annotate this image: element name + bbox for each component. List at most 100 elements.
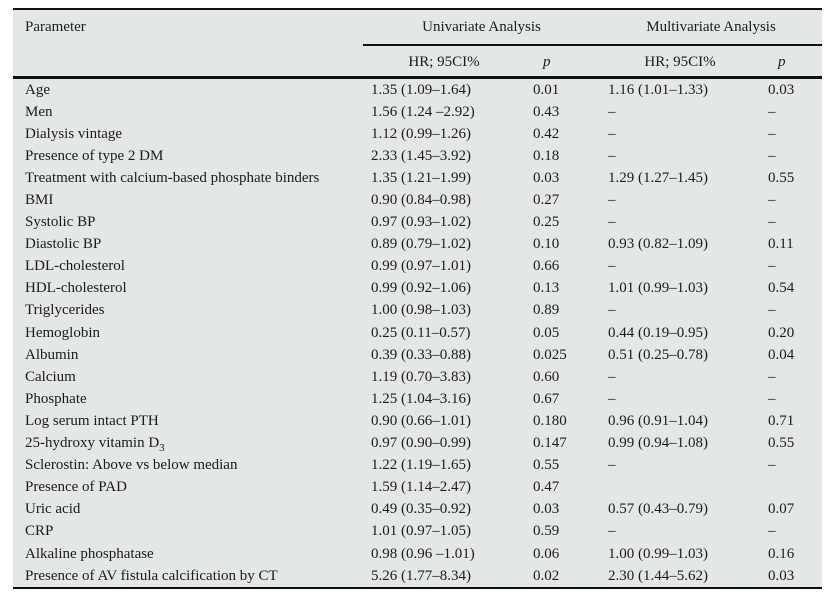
parameter-label: Diastolic BP	[25, 236, 102, 253]
univariate-hr-cell: 0.97 (0.93–1.02)	[371, 214, 471, 231]
multivariate-p-cell: 0.54	[768, 280, 795, 297]
multivariate-p-cell: –	[768, 390, 776, 407]
parameter-cell: Sclerostin: Above vs below median	[13, 455, 363, 477]
table-row: Dialysis vintage 1.12 (0.99–1.26) 0.42 –…	[13, 123, 822, 145]
parameter-cell: CRP	[13, 521, 363, 543]
parameter-label: Sclerostin: Above vs below median	[25, 457, 238, 474]
parameter-label: BMI	[25, 192, 54, 209]
parameter-label: Presence of PAD	[25, 479, 127, 496]
table-row: Albumin 0.39 (0.33–0.88) 0.025 0.51 (0.2…	[13, 344, 822, 366]
multivariate-hr-cell	[600, 477, 760, 499]
table-row: Calcium 1.19 (0.70–3.83) 0.60 – –	[13, 366, 822, 388]
multivariate-hr-cell: –	[608, 147, 616, 164]
cox-regression-table: Parameter Univariate Analysis Multivaria…	[13, 10, 823, 587]
parameter-label: Presence of AV fistula calcification by …	[25, 567, 278, 584]
parameter-label: Albumin	[25, 346, 79, 363]
parameter-cell: Log serum intact PTH	[13, 410, 363, 432]
univariate-p-cell: 0.03	[533, 501, 560, 518]
univariate-hr-cell: 0.99 (0.97–1.01)	[371, 258, 471, 275]
multivariate-p-cell: 0.04	[768, 346, 795, 363]
multivariate-p-cell: –	[768, 214, 776, 231]
multivariate-p-cell: 0.11	[768, 236, 794, 253]
table-row: Presence of PAD 1.59 (1.14–2.47) 0.47	[13, 477, 822, 499]
table-row: BMI 0.90 (0.84–0.98) 0.27 – –	[13, 189, 822, 211]
multivariate-p-cell: –	[768, 302, 776, 319]
column-header-spacer	[13, 45, 363, 79]
parameter-label: HDL-cholesterol	[25, 280, 127, 297]
multivariate-p-cell: 0.03	[768, 567, 795, 584]
table-row: Log serum intact PTH 0.90 (0.66–1.01) 0.…	[13, 410, 822, 432]
multivariate-p-cell: –	[768, 103, 776, 120]
univariate-hr-cell: 1.12 (0.99–1.26)	[371, 125, 471, 142]
multivariate-hr-cell: 0.93 (0.82–1.09)	[608, 236, 709, 253]
univariate-p-cell: 0.06	[533, 545, 560, 562]
univariate-p-cell: 0.66	[533, 258, 560, 275]
multivariate-hr-cell: –	[608, 302, 616, 319]
univariate-p-cell: 0.13	[533, 280, 560, 297]
multivariate-p-cell: 0.55	[768, 435, 795, 452]
univariate-hr-cell: 1.56 (1.24 –2.92)	[371, 103, 475, 120]
univariate-p-cell: 0.025	[533, 346, 567, 363]
univariate-p-cell: 0.47	[533, 479, 560, 496]
multivariate-p-cell: –	[768, 192, 776, 209]
univariate-hr-cell: 1.01 (0.97–1.05)	[371, 523, 471, 540]
parameter-cell: Systolic BP	[13, 212, 363, 234]
parameter-label: LDL-cholesterol	[25, 258, 125, 275]
parameter-cell: Diastolic BP	[13, 234, 363, 256]
parameter-label: Triglycerides	[25, 302, 105, 319]
multivariate-p-cell: –	[768, 368, 776, 385]
multivariate-p-cell: 0.07	[768, 501, 795, 518]
multivariate-p-cell: 0.55	[768, 169, 795, 186]
sub-header-row: HR; 95CI% p HR; 95CI% p	[13, 45, 823, 79]
multivariate-hr-cell: –	[608, 214, 616, 231]
univariate-hr-cell: 0.25 (0.11–0.57)	[371, 324, 471, 341]
multivariate-p-cell: 0.20	[768, 324, 795, 341]
univariate-p-cell: 0.18	[533, 147, 560, 164]
table-row: Sclerostin: Above vs below median 1.22 (…	[13, 455, 822, 477]
multivariate-p-cell: –	[768, 457, 776, 474]
multivariate-hr-cell: 1.16 (1.01–1.33)	[608, 81, 709, 98]
multivariate-p-cell: –	[768, 147, 776, 164]
analysis-results-table: Parameter Univariate Analysis Multivaria…	[13, 8, 823, 590]
multivariate-p-cell	[760, 477, 822, 499]
univariate-p-cell: 0.01	[533, 81, 560, 98]
parameter-cell: 25-hydroxy vitamin D3	[13, 433, 363, 455]
univariate-hr-cell: 0.49 (0.35–0.92)	[371, 501, 471, 518]
table-row: Treatment with calcium-based phosphate b…	[13, 167, 822, 189]
univariate-hr-cell: 1.00 (0.98–1.03)	[371, 302, 471, 319]
parameter-cell: HDL-cholesterol	[13, 278, 363, 300]
multivariate-hr-cell: –	[608, 390, 616, 407]
multivariate-hr-cell: 0.44 (0.19–0.95)	[608, 324, 709, 341]
parameter-label: Dialysis vintage	[25, 125, 123, 142]
multivariate-hr-cell: 1.29 (1.27–1.45)	[608, 169, 709, 186]
multivariate-hr-cell: –	[608, 125, 616, 142]
parameter-cell: Presence of PAD	[13, 477, 363, 499]
parameter-label: Hemoglobin	[25, 324, 100, 341]
table-row: Presence of type 2 DM 2.33 (1.45–3.92) 0…	[13, 145, 822, 167]
column-header-parameter: Parameter	[25, 19, 86, 35]
univariate-hr-cell: 0.90 (0.84–0.98)	[371, 192, 471, 209]
parameter-cell: Albumin	[13, 344, 363, 366]
multivariate-hr-cell: 0.99 (0.94–1.08)	[608, 435, 709, 452]
parameter-cell: Hemoglobin	[13, 322, 363, 344]
univariate-hr-cell: 1.59 (1.14–2.47)	[371, 479, 471, 496]
multivariate-hr-cell: 0.57 (0.43–0.79)	[608, 501, 709, 518]
univariate-hr-cell: 1.35 (1.21–1.99)	[371, 169, 471, 186]
multivariate-hr-cell: 0.51 (0.25–0.78)	[608, 346, 709, 363]
parameter-label: CRP	[25, 523, 54, 540]
univariate-p-cell: 0.60	[533, 368, 560, 385]
univariate-p-cell: 0.27	[533, 192, 560, 209]
parameter-label: Uric acid	[25, 501, 81, 518]
multivariate-hr-cell: –	[608, 523, 616, 540]
table-row: Men 1.56 (1.24 –2.92) 0.43 – –	[13, 101, 822, 123]
column-group-univariate: Univariate Analysis	[363, 10, 601, 46]
table-row: CRP 1.01 (0.97–1.05) 0.59 – –	[13, 521, 822, 543]
univariate-p-cell: 0.03	[533, 169, 560, 186]
univariate-p-cell: 0.05	[533, 324, 560, 341]
parameter-label: Presence of type 2 DM	[25, 147, 164, 164]
univariate-hr-cell: 2.33 (1.45–3.92)	[371, 147, 471, 164]
univariate-p-cell: 0.67	[533, 390, 560, 407]
univariate-hr-cell: 1.25 (1.04–3.16)	[371, 390, 471, 407]
univariate-hr-cell: 0.98 (0.96 –1.01)	[371, 545, 475, 562]
column-header-univariate-p: p	[525, 45, 601, 79]
